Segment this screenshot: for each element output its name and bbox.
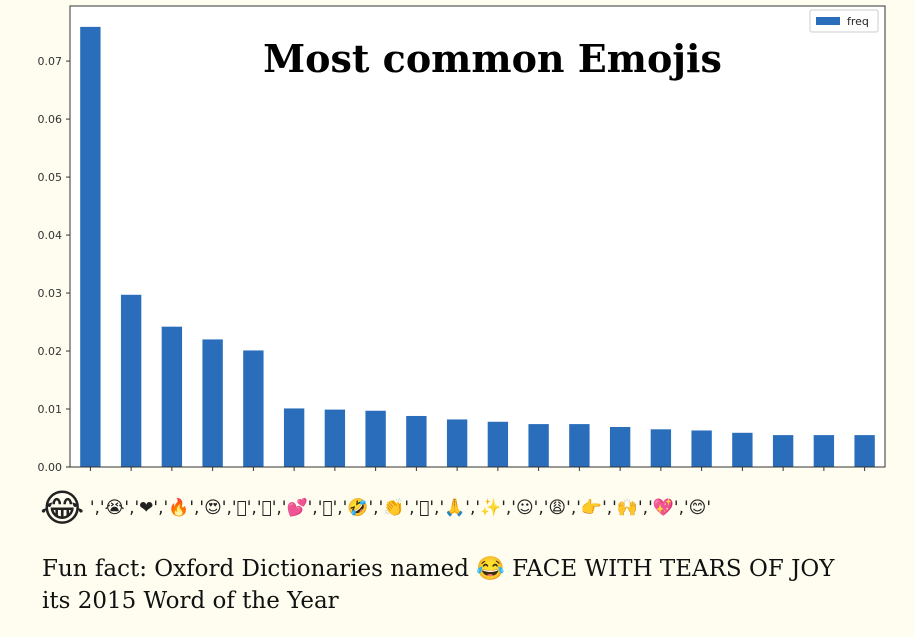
bar xyxy=(487,421,509,467)
legend-swatch xyxy=(816,17,840,25)
top-emoji: 😂 xyxy=(40,486,85,530)
bar xyxy=(813,435,835,467)
emoji-category-row: 😂 ','😭','❤','🔥','😍','🏼','🏽','💕','🏾','🤣',… xyxy=(40,486,890,530)
y-tick-label: 0.07 xyxy=(38,55,63,68)
bar xyxy=(569,424,590,467)
bar xyxy=(80,26,101,468)
bar xyxy=(202,339,223,467)
bar xyxy=(446,419,468,467)
chart-title: Most common Emojis xyxy=(263,36,722,81)
y-tick-label: 0.05 xyxy=(38,171,63,184)
y-tick-label: 0.01 xyxy=(38,403,63,416)
y-tick-label: 0.04 xyxy=(38,229,63,242)
bar xyxy=(161,326,183,467)
bar xyxy=(772,435,794,467)
bar-chart: 0.00 0.01 0.02 0.03 0.04 0.05 0.06 0.07 Most com… xyxy=(38,5,886,474)
bar xyxy=(283,408,305,467)
plot-frame xyxy=(69,5,886,468)
bar xyxy=(732,432,753,467)
bar xyxy=(609,426,631,467)
bar xyxy=(324,409,346,467)
bar xyxy=(854,435,875,467)
bar xyxy=(691,430,712,467)
fun-fact-text: Fun fact: Oxford Dictionaries named 😂 FA… xyxy=(42,556,835,614)
bar xyxy=(243,350,264,467)
bar xyxy=(365,410,386,467)
y-tick-label: 0.02 xyxy=(38,345,63,358)
y-tick-label: 0.03 xyxy=(38,287,63,300)
bar xyxy=(650,429,672,467)
bar xyxy=(120,294,142,467)
legend-label: freq xyxy=(847,15,869,28)
emoji-list: ','😭','❤','🔥','😍','🏼','🏽','💕','🏾','🤣','👏… xyxy=(89,498,712,518)
y-tick-label: 0.06 xyxy=(38,113,63,126)
y-tick-label: 0.00 xyxy=(38,461,63,474)
bar xyxy=(406,415,427,467)
legend-box xyxy=(809,9,879,33)
bar xyxy=(528,424,549,467)
